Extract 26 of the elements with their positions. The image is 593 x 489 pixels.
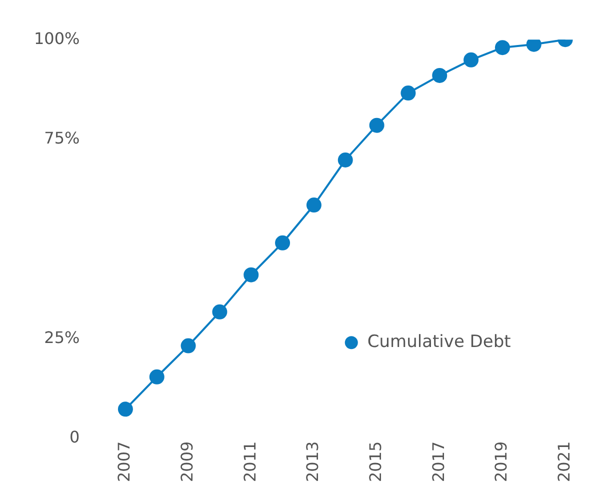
y-tick-label: 0 — [70, 427, 80, 446]
x-tick-label: 2007 — [114, 441, 134, 482]
point — [306, 198, 322, 213]
x-tick-label: 2021 — [554, 441, 574, 482]
point — [180, 338, 196, 354]
y-tick-label: 25% — [44, 328, 80, 347]
x-tick-label: 2017 — [428, 441, 448, 482]
point — [118, 402, 133, 417]
point — [494, 40, 510, 56]
point — [212, 304, 228, 320]
point — [275, 235, 290, 250]
point — [464, 52, 479, 68]
x-tick-label: 2009 — [177, 441, 196, 482]
y-tick-label: 75% — [44, 128, 80, 148]
x-tick-label: 2013 — [303, 441, 322, 482]
point — [400, 86, 416, 101]
point — [369, 118, 384, 133]
point — [244, 267, 259, 282]
x-tick-label: 2015 — [366, 441, 385, 482]
legend-label: Cumulative Debt — [367, 332, 512, 352]
point — [149, 369, 164, 384]
point — [432, 68, 448, 83]
x-tick-label: 2011 — [240, 441, 260, 482]
y-tick-label: 100% — [34, 28, 80, 48]
point — [338, 152, 353, 168]
x-tick-label: 2019 — [492, 441, 511, 482]
